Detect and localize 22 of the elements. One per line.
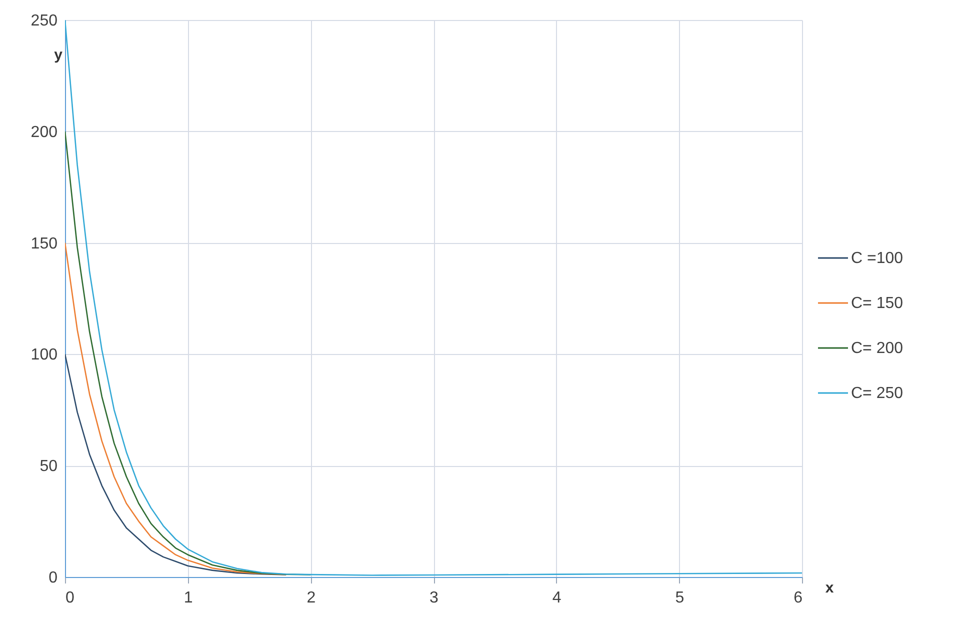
x-tick-label: 5 [675, 590, 684, 606]
line-series [65, 354, 287, 576]
x-axis-title: x [825, 580, 834, 596]
y-tick-label: 150 [30, 235, 58, 252]
x-tick-label: 2 [306, 590, 316, 606]
y-tick-label: 250 [30, 12, 58, 30]
legend-label: C= 250 [851, 385, 904, 402]
x-tick-label: 4 [552, 590, 562, 606]
x-tick-label: 3 [430, 590, 439, 606]
line-series [65, 130, 312, 576]
x-tick-label: 1 [184, 590, 193, 606]
x-tick-label: 0 [66, 590, 74, 606]
y-tick-label: 0 [48, 570, 58, 586]
line-series [65, 20, 802, 576]
x-tick-label: 6 [794, 590, 803, 606]
y-tick-label: 100 [30, 346, 58, 364]
y-tick-label: 200 [30, 124, 58, 141]
y-tick-label: 50 [40, 458, 58, 476]
legend-label: C= 150 [851, 295, 904, 312]
y-axis-title: y [54, 46, 64, 64]
legend-label: C =100 [851, 250, 904, 267]
legend-label: C= 200 [851, 340, 904, 357]
